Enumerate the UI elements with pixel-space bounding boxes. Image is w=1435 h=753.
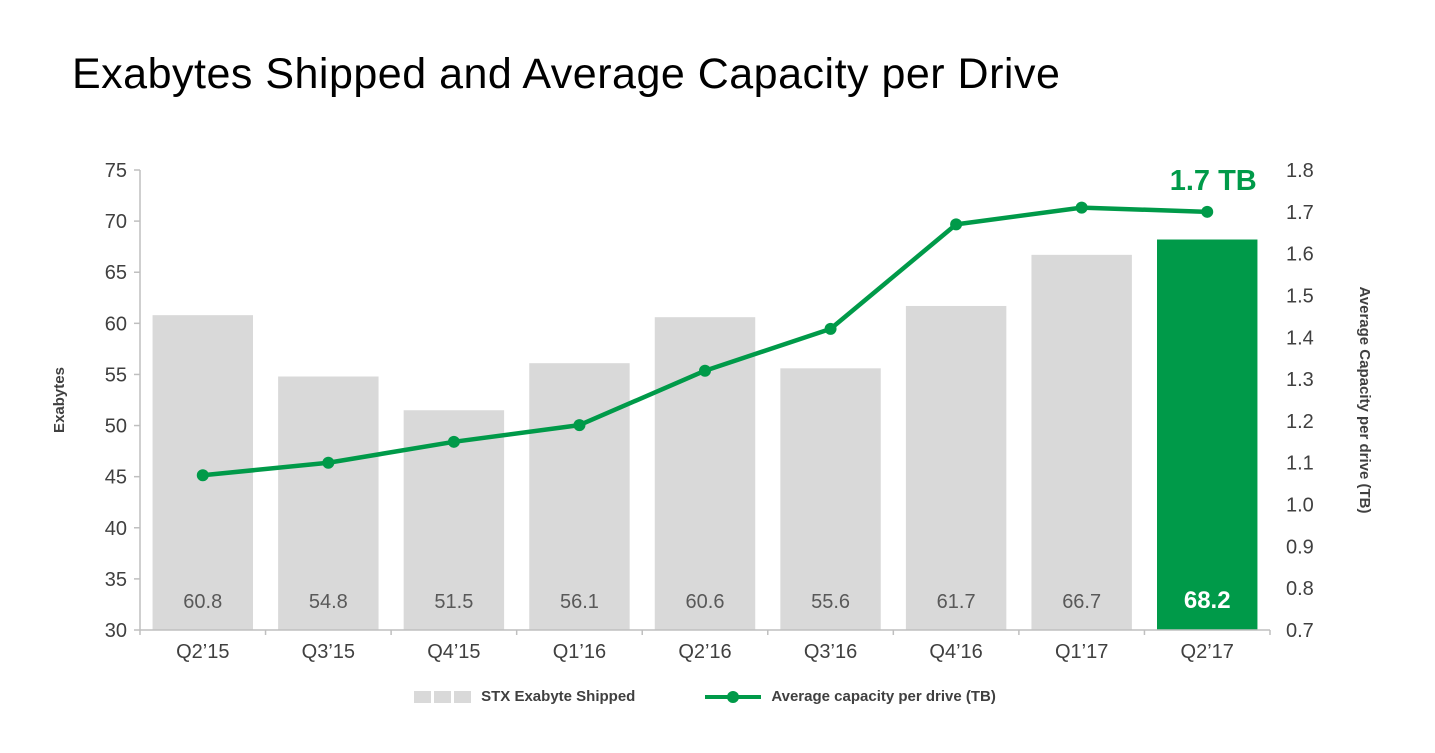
bar-value-label: 66.7	[1062, 591, 1101, 613]
line-marker	[196, 469, 209, 482]
left-tick-label: 55	[105, 364, 127, 386]
left-tick-label: 60	[105, 313, 127, 335]
line-marker	[1075, 201, 1088, 214]
x-category-label: Q2’15	[176, 641, 229, 663]
line-swatch-icon	[705, 690, 762, 703]
bar-value-label: 55.6	[811, 591, 850, 613]
right-tick-label: 1.6	[1286, 244, 1314, 266]
line-marker	[824, 322, 837, 335]
right-tick-label: 0.8	[1286, 578, 1314, 600]
bar-value-label: 56.1	[560, 591, 599, 613]
right-tick-label: 1.3	[1286, 369, 1314, 391]
line-marker	[1201, 205, 1214, 218]
page-title: Exabytes Shipped and Average Capacity pe…	[72, 50, 1061, 98]
bar	[1031, 254, 1132, 630]
bar-value-label: 60.8	[183, 591, 222, 613]
bar	[1157, 239, 1258, 630]
legend-label-bars: STX Exabyte Shipped	[481, 688, 636, 705]
bar	[905, 305, 1007, 630]
x-category-label: Q4’15	[427, 641, 480, 663]
bar-value-label: 61.7	[937, 591, 976, 613]
x-category-label: Q2’16	[678, 641, 731, 663]
left-tick-label: 70	[105, 211, 127, 233]
right-axis-title: Average Capacity per drive (TB)	[1356, 286, 1373, 513]
x-category-label: Q4’16	[929, 641, 982, 663]
bar-value-label: 54.8	[309, 591, 348, 613]
right-tick-label: 1.2	[1286, 411, 1314, 433]
x-category-label: Q3’16	[804, 641, 857, 663]
right-tick-label: 1.4	[1286, 327, 1314, 349]
right-tick-label: 1.7	[1286, 202, 1314, 224]
left-tick-label: 50	[105, 416, 127, 438]
bar-value-label: 68.2	[1184, 587, 1231, 614]
bar	[529, 363, 630, 630]
right-tick-label: 1.1	[1286, 453, 1314, 475]
line-marker	[950, 218, 963, 231]
chart-legend: STX Exabyte Shipped Average capacity per…	[140, 688, 1270, 705]
bar	[780, 368, 881, 630]
right-tick-label: 1.5	[1286, 285, 1314, 307]
legend-item-bars: STX Exabyte Shipped	[414, 688, 635, 705]
left-tick-label: 65	[105, 262, 127, 284]
bar-swatch-icon	[414, 690, 472, 703]
bar-value-label: 60.6	[686, 591, 725, 613]
right-tick-label: 1.8	[1286, 160, 1314, 182]
x-category-label: Q1’17	[1055, 641, 1108, 663]
bar-value-label: 51.5	[434, 591, 473, 613]
left-tick-label: 75	[105, 160, 127, 182]
left-tick-label: 40	[105, 518, 127, 540]
right-tick-label: 0.9	[1286, 536, 1314, 558]
left-tick-label: 35	[105, 569, 127, 591]
x-category-label: Q2’17	[1181, 641, 1234, 663]
right-tick-label: 0.7	[1286, 620, 1314, 642]
left-tick-label: 30	[105, 620, 127, 642]
legend-label-line: Average capacity per drive (TB)	[771, 688, 996, 705]
line-marker	[573, 419, 586, 432]
left-axis-title: Exabytes	[51, 367, 68, 433]
line-marker	[699, 364, 711, 377]
annotation-label: 1.7 TB	[1170, 165, 1257, 197]
right-tick-label: 1.0	[1286, 495, 1314, 517]
line-marker	[322, 456, 335, 469]
x-category-label: Q3’15	[302, 641, 355, 663]
x-category-label: Q1’16	[553, 641, 606, 663]
line-marker	[447, 435, 460, 448]
legend-item-line: Average capacity per drive (TB)	[705, 688, 996, 705]
bar	[278, 376, 379, 630]
left-tick-label: 45	[105, 467, 127, 489]
bar	[654, 317, 756, 630]
